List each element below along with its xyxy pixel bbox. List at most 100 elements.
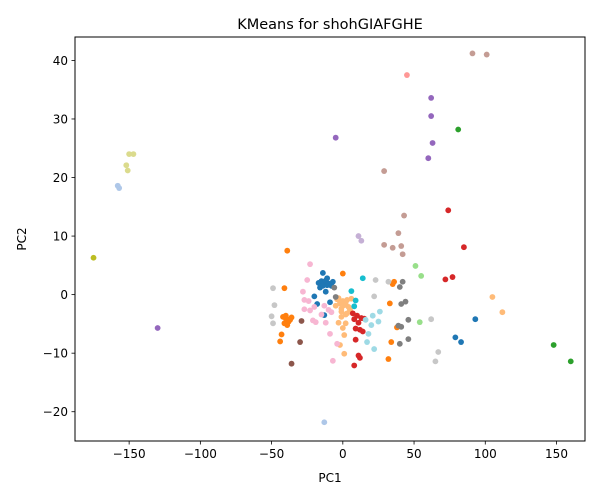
y-tick-label: 10 xyxy=(53,230,68,244)
data-point-cluster-13 xyxy=(327,330,333,337)
data-point-cluster-13 xyxy=(307,307,313,314)
data-point-cluster-4 xyxy=(567,358,574,365)
data-point-cluster-0 xyxy=(458,339,464,345)
x-tick-label: 50 xyxy=(406,447,421,461)
data-point-cluster-14 xyxy=(331,284,338,291)
x-axis: −150 −100 −50 0 50 100 150 xyxy=(113,441,568,461)
data-point-cluster-15 xyxy=(268,313,275,320)
data-point-cluster-14 xyxy=(396,284,403,290)
data-point-cluster-13 xyxy=(305,298,312,304)
data-point-cluster-11 xyxy=(469,50,476,57)
data-point-cluster-6 xyxy=(442,276,449,283)
data-point-cluster-15 xyxy=(270,285,276,292)
data-point-cluster-3 xyxy=(338,313,345,320)
data-point-cluster-13 xyxy=(321,302,328,309)
data-point-cluster-14 xyxy=(398,301,405,307)
data-point-cluster-19 xyxy=(376,308,383,315)
data-point-cluster-18 xyxy=(359,275,366,282)
y-tick-label: 30 xyxy=(53,112,68,126)
data-point-cluster-13 xyxy=(328,309,335,316)
data-point-cluster-8 xyxy=(332,134,339,141)
data-point-cluster-3 xyxy=(341,332,348,338)
data-point-cluster-10 xyxy=(298,318,305,324)
data-point-cluster-13 xyxy=(334,340,341,347)
data-point-cluster-15 xyxy=(385,278,392,285)
data-point-cluster-3 xyxy=(338,308,345,315)
data-point-cluster-13 xyxy=(322,319,329,326)
data-point-cluster-8 xyxy=(428,113,435,119)
data-point-cluster-15 xyxy=(270,320,276,327)
data-point-cluster-6 xyxy=(445,207,452,214)
x-axis-label: PC1 xyxy=(318,471,341,485)
data-point-cluster-14 xyxy=(399,278,406,285)
data-point-cluster-19 xyxy=(362,316,369,323)
data-point-cluster-2 xyxy=(281,285,288,292)
data-point-cluster-0 xyxy=(452,334,459,341)
data-point-cluster-11 xyxy=(401,212,407,219)
data-point-cluster-2 xyxy=(282,312,289,319)
data-point-cluster-9 xyxy=(358,237,365,244)
data-point-cluster-13 xyxy=(311,304,318,310)
data-point-cluster-0 xyxy=(324,275,331,282)
data-point-cluster-0 xyxy=(329,278,336,285)
data-point-cluster-17 xyxy=(123,162,130,169)
data-point-cluster-18 xyxy=(352,297,359,304)
data-point-cluster-11 xyxy=(381,168,388,174)
data-point-cluster-6 xyxy=(461,244,467,251)
x-tick-label: 150 xyxy=(545,447,568,461)
data-point-cluster-6 xyxy=(359,328,366,335)
data-point-cluster-17 xyxy=(124,167,131,174)
y-axis: −20 −10 0 10 20 30 40 xyxy=(43,54,75,419)
data-point-cluster-3 xyxy=(332,302,339,309)
data-point-cluster-6 xyxy=(357,354,363,361)
data-point-cluster-14 xyxy=(396,340,403,347)
data-point-cluster-1 xyxy=(116,185,123,191)
data-point-cluster-2 xyxy=(277,338,284,345)
data-point-cluster-0 xyxy=(322,288,329,295)
chart-title: KMeans for shohGIAFGHE xyxy=(237,17,423,33)
data-point-cluster-10 xyxy=(297,339,303,345)
data-point-cluster-6 xyxy=(351,362,358,369)
x-tick-label: 0 xyxy=(339,447,347,461)
data-point-cluster-13 xyxy=(307,261,313,268)
data-point-cluster-19 xyxy=(365,330,372,337)
data-point-cluster-8 xyxy=(428,94,435,101)
data-point-cluster-19 xyxy=(364,339,370,345)
data-point-cluster-11 xyxy=(399,251,406,258)
data-point-cluster-11 xyxy=(381,241,388,248)
data-point-cluster-3 xyxy=(342,299,349,306)
data-point-cluster-3 xyxy=(339,325,346,331)
data-point-cluster-0 xyxy=(472,316,479,323)
plot-frame xyxy=(74,36,586,442)
data-point-cluster-4 xyxy=(455,126,462,133)
data-point-cluster-7 xyxy=(404,72,410,78)
data-point-cluster-15 xyxy=(371,293,378,300)
data-point-cluster-3 xyxy=(335,319,342,326)
data-point-cluster-18 xyxy=(351,303,358,310)
data-point-cluster-13 xyxy=(300,288,306,295)
data-point-cluster-6 xyxy=(449,274,456,280)
data-point-cluster-15 xyxy=(432,358,439,365)
data-point-cluster-5 xyxy=(416,319,423,326)
data-point-cluster-2 xyxy=(385,356,392,362)
y-axis-label: PC2 xyxy=(15,227,29,250)
data-point-cluster-3 xyxy=(341,350,348,357)
data-point-cluster-2 xyxy=(278,331,285,338)
data-point-cluster-2 xyxy=(386,300,393,307)
y-tick-label: −10 xyxy=(43,347,68,361)
data-point-cluster-3 xyxy=(499,309,506,316)
data-point-cluster-2 xyxy=(339,270,346,277)
data-point-cluster-13 xyxy=(329,357,336,364)
data-point-cluster-15 xyxy=(271,302,278,309)
data-point-cluster-2 xyxy=(388,339,395,345)
data-point-cluster-2 xyxy=(284,247,291,254)
data-point-cluster-16 xyxy=(90,254,97,261)
data-point-cluster-2 xyxy=(391,278,398,285)
y-tick-label: 40 xyxy=(53,54,68,68)
data-point-cluster-8 xyxy=(429,140,436,146)
data-point-cluster-4 xyxy=(550,342,557,348)
x-tick-label: −50 xyxy=(259,447,284,461)
data-point-cluster-15 xyxy=(372,277,379,283)
y-tick-label: −20 xyxy=(43,405,68,419)
